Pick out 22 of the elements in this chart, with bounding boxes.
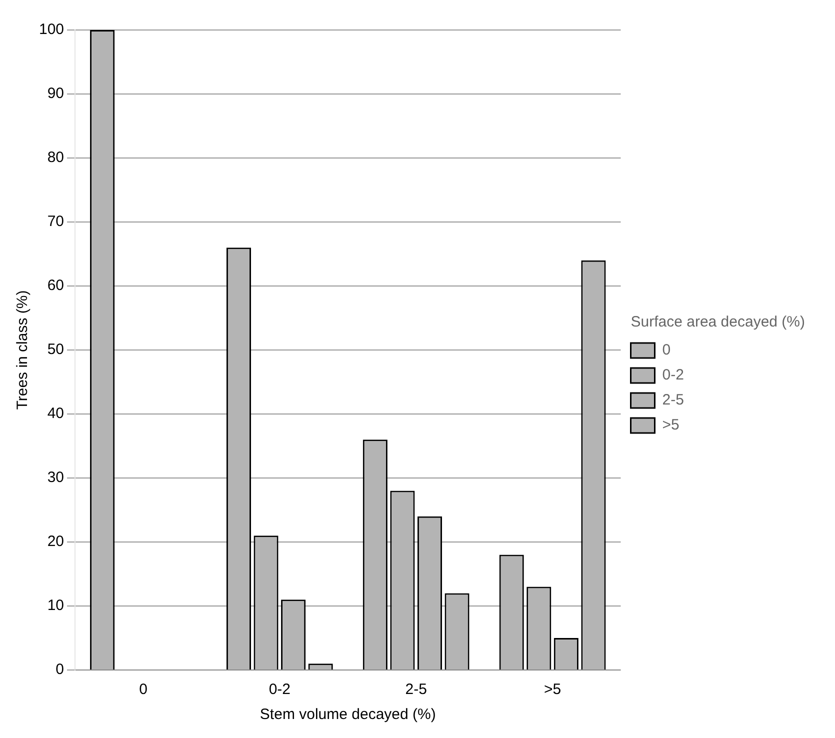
y-tick-label: 100 [38, 21, 64, 38]
x-axis-title: Stem volume decayed (%) [260, 706, 436, 724]
y-tick-label: 20 [47, 533, 64, 550]
y-tick-label: 30 [47, 469, 64, 486]
y-tick-label: 80 [47, 149, 64, 166]
y-tick-label: 70 [47, 213, 64, 230]
y-tick-label: 50 [47, 341, 64, 358]
legend-label: 0 [662, 342, 671, 359]
legend-label: 0-2 [662, 366, 684, 384]
y-tick-label: 60 [47, 277, 64, 294]
y-tick-label: 90 [47, 85, 64, 102]
legend-title: Surface area decayed (%) [630, 314, 806, 331]
x-tick-label: 0-2 [268, 681, 291, 698]
y-tick-label: 10 [47, 597, 64, 614]
y-tick-label: 0 [56, 661, 64, 678]
x-tick-label: >5 [544, 681, 562, 698]
y-axis-title: Trees in class (%) [14, 290, 32, 410]
x-tick-label: 2-5 [405, 681, 427, 698]
x-tick-label: 0 [139, 681, 148, 698]
y-tick-label: 40 [47, 405, 64, 422]
legend-label: >5 [662, 416, 680, 434]
legend-label: 2-5 [662, 392, 684, 409]
